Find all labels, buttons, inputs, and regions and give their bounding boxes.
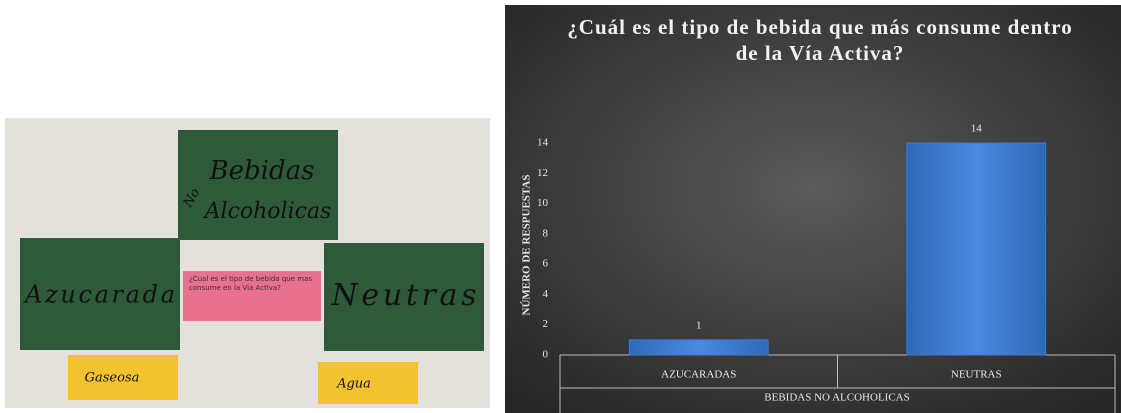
y-axis-title: NÚMERO DE RESPUESTAS [521, 175, 533, 316]
right-example: Agua [336, 377, 371, 392]
y-tick-label: 14 [537, 137, 549, 149]
left-example: Gaseosa [85, 371, 140, 386]
bar [628, 339, 769, 356]
paper-left-example [68, 355, 178, 400]
x-axis-title: BEBIDAS NO ALCOHOLICAS [764, 392, 909, 404]
y-tick-label: 0 [543, 349, 549, 361]
heading-line1: Bebidas [209, 156, 315, 186]
left-label: Azucarada [23, 281, 175, 309]
y-tick-label: 8 [543, 227, 549, 239]
y-tick-label: 6 [543, 258, 549, 270]
y-tick-label: 10 [537, 197, 549, 209]
paper-left [20, 238, 180, 350]
paper-right [324, 243, 484, 351]
x-tick-label: NEUTRAS [951, 369, 1002, 381]
value-label: 14 [971, 123, 983, 135]
y-tick-label: 12 [537, 167, 548, 179]
bar [906, 142, 1047, 356]
heading-line2: Alcoholicas [203, 199, 332, 224]
x-tick-label: AZUCARADAS [661, 369, 736, 381]
y-tick-label: 4 [543, 288, 549, 300]
paper-right-example [318, 362, 418, 404]
paper-question [183, 271, 321, 321]
paper-heading [178, 130, 338, 240]
y-tick-label: 2 [543, 318, 549, 330]
value-label: 1 [696, 319, 702, 331]
question-box: ¿Cual es el tipo de bebida que mas consu… [189, 275, 313, 292]
question: ¿Cual es el tipo de bebida que mas consu… [189, 275, 313, 292]
chart-title: ¿Cuál es el tipo de bebida que más consu… [567, 15, 1073, 65]
